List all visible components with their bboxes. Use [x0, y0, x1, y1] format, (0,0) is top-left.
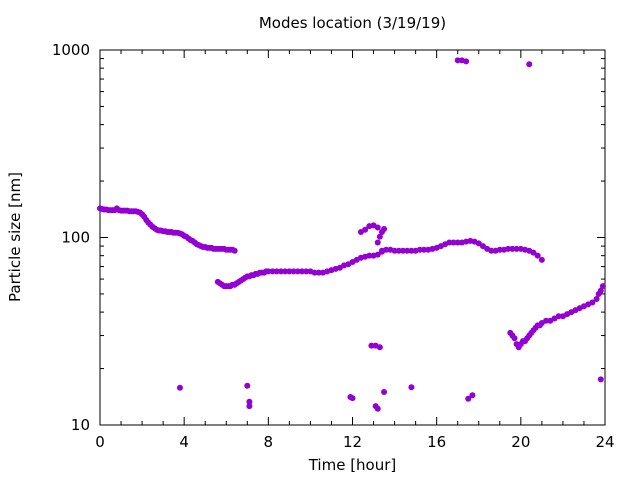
data-point [374, 251, 381, 258]
data-point [597, 287, 604, 294]
data-point [593, 295, 600, 302]
data-point [509, 245, 516, 252]
data-point [496, 246, 503, 253]
x-tick-label: 4 [179, 433, 189, 451]
data-point [311, 269, 318, 276]
data-point [488, 247, 495, 254]
y-tick-label: 1000 [52, 41, 90, 59]
data-point [282, 268, 289, 275]
data-point [526, 61, 533, 68]
data-point [246, 403, 253, 410]
data-point [231, 247, 238, 254]
y-tick-label: 100 [61, 229, 90, 247]
data-point [269, 268, 276, 275]
data-points [97, 57, 606, 412]
data-point [286, 268, 293, 275]
data-point [543, 317, 550, 324]
data-point [505, 245, 512, 252]
data-point [555, 313, 562, 320]
data-point [511, 335, 518, 342]
data-point [366, 252, 373, 259]
data-point [391, 247, 398, 254]
data-point [408, 247, 415, 254]
data-point [450, 239, 457, 246]
data-point [368, 342, 375, 349]
data-point [597, 376, 604, 383]
data-point [538, 256, 545, 263]
data-point [273, 268, 280, 275]
data-point [378, 247, 385, 254]
x-tick-label: 20 [511, 433, 530, 451]
data-point [408, 384, 415, 391]
x-tick-label: 12 [343, 433, 362, 451]
chart-title: Modes location (3/19/19) [258, 14, 447, 32]
x-tick-label: 0 [95, 433, 105, 451]
data-point [530, 249, 537, 256]
data-point [315, 269, 322, 276]
data-point [362, 226, 369, 233]
data-point [513, 245, 520, 252]
x-axis-label: Time [hour] [308, 456, 397, 474]
data-point [244, 382, 251, 389]
x-tick-label: 8 [264, 433, 274, 451]
plot-frame [99, 49, 606, 426]
data-point [374, 405, 381, 412]
data-point [404, 247, 411, 254]
data-point [176, 384, 183, 391]
data-point [599, 283, 606, 290]
data-point [421, 246, 428, 253]
data-point [294, 268, 301, 275]
data-point [374, 224, 381, 231]
y-tick-label: 10 [71, 416, 90, 434]
data-point [381, 388, 388, 395]
data-point [381, 226, 388, 233]
data-point [395, 247, 402, 254]
data-point [589, 299, 596, 306]
x-tick-label: 24 [595, 433, 614, 451]
y-axis-label: Particle size [nm] [6, 172, 24, 302]
data-point [465, 395, 472, 402]
data-point [299, 268, 305, 275]
data-point [469, 392, 476, 399]
x-tick-label: 16 [427, 433, 446, 451]
data-point [400, 247, 406, 254]
data-point [446, 239, 453, 246]
data-point [246, 398, 253, 405]
data-point [374, 239, 381, 246]
data-point [303, 268, 310, 275]
data-point [454, 57, 461, 64]
data-point [277, 268, 284, 275]
data-point [376, 233, 383, 240]
data-point [290, 268, 297, 275]
data-point [376, 344, 383, 351]
data-point [454, 239, 461, 246]
axis-ticks: 0 4 8 12 16 20 24 10 100 1000 [52, 41, 615, 451]
data-point [463, 58, 470, 65]
data-point [349, 395, 356, 402]
data-point [416, 246, 423, 253]
data-point [265, 268, 272, 275]
data-point [534, 252, 541, 259]
